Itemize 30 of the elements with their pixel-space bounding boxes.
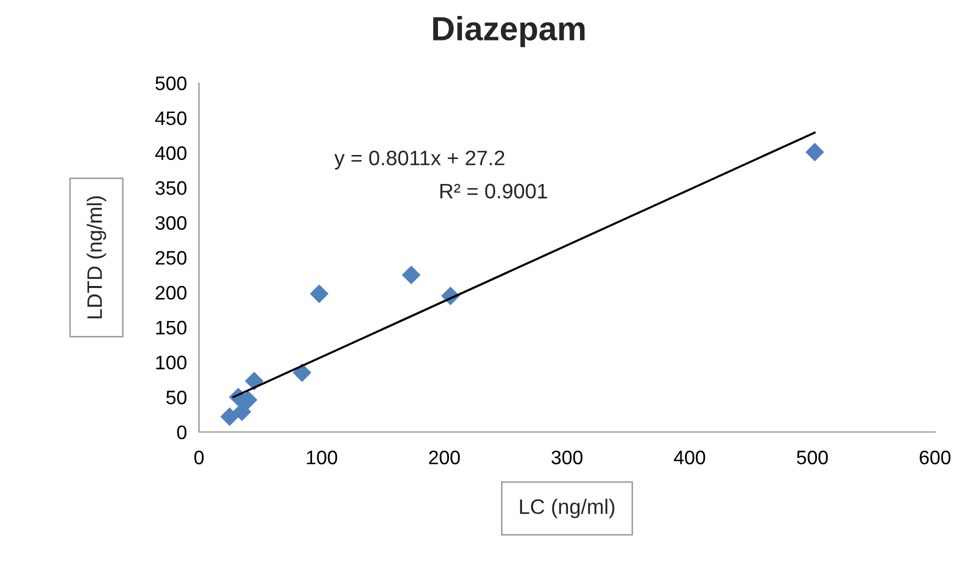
point xyxy=(805,142,824,162)
x-axis-title: LC (ng/ml) xyxy=(520,498,614,518)
y-tick-label: 300 xyxy=(155,216,186,230)
annotation: y = 0.8011x + 27.2 xyxy=(334,150,504,170)
y-tick-label: 0 xyxy=(177,425,186,440)
y-axis-title: LDTD (ng/ml) xyxy=(86,196,106,318)
y-tick-label: 200 xyxy=(156,286,186,300)
x-tick-label: 600 xyxy=(920,450,950,464)
y-tick-label: 50 xyxy=(166,390,186,404)
y-tick-label: 350 xyxy=(155,181,186,195)
x-tick-label: 400 xyxy=(674,450,706,464)
x-tick-label: 200 xyxy=(429,450,460,464)
point xyxy=(292,363,312,382)
point xyxy=(232,402,252,422)
x-tick-label: 300 xyxy=(552,450,582,464)
point xyxy=(220,407,239,426)
x-tick-label: 100 xyxy=(306,450,338,464)
y-tick-label: 450 xyxy=(155,111,186,126)
point xyxy=(402,266,421,284)
x-tick-label: 0 xyxy=(194,450,204,464)
y-tick-label: 400 xyxy=(155,146,186,160)
chart-title: Diazepam xyxy=(433,16,585,48)
x-tick-label: 500 xyxy=(796,450,828,464)
annotation: R² = 0.9001 xyxy=(440,184,548,199)
y-tick-label: 250 xyxy=(156,250,186,265)
point xyxy=(244,372,264,390)
y-tick-label: 500 xyxy=(156,76,186,90)
point xyxy=(310,284,329,304)
y-tick-label: 150 xyxy=(156,320,186,335)
y-tick-label: 100 xyxy=(156,356,186,370)
